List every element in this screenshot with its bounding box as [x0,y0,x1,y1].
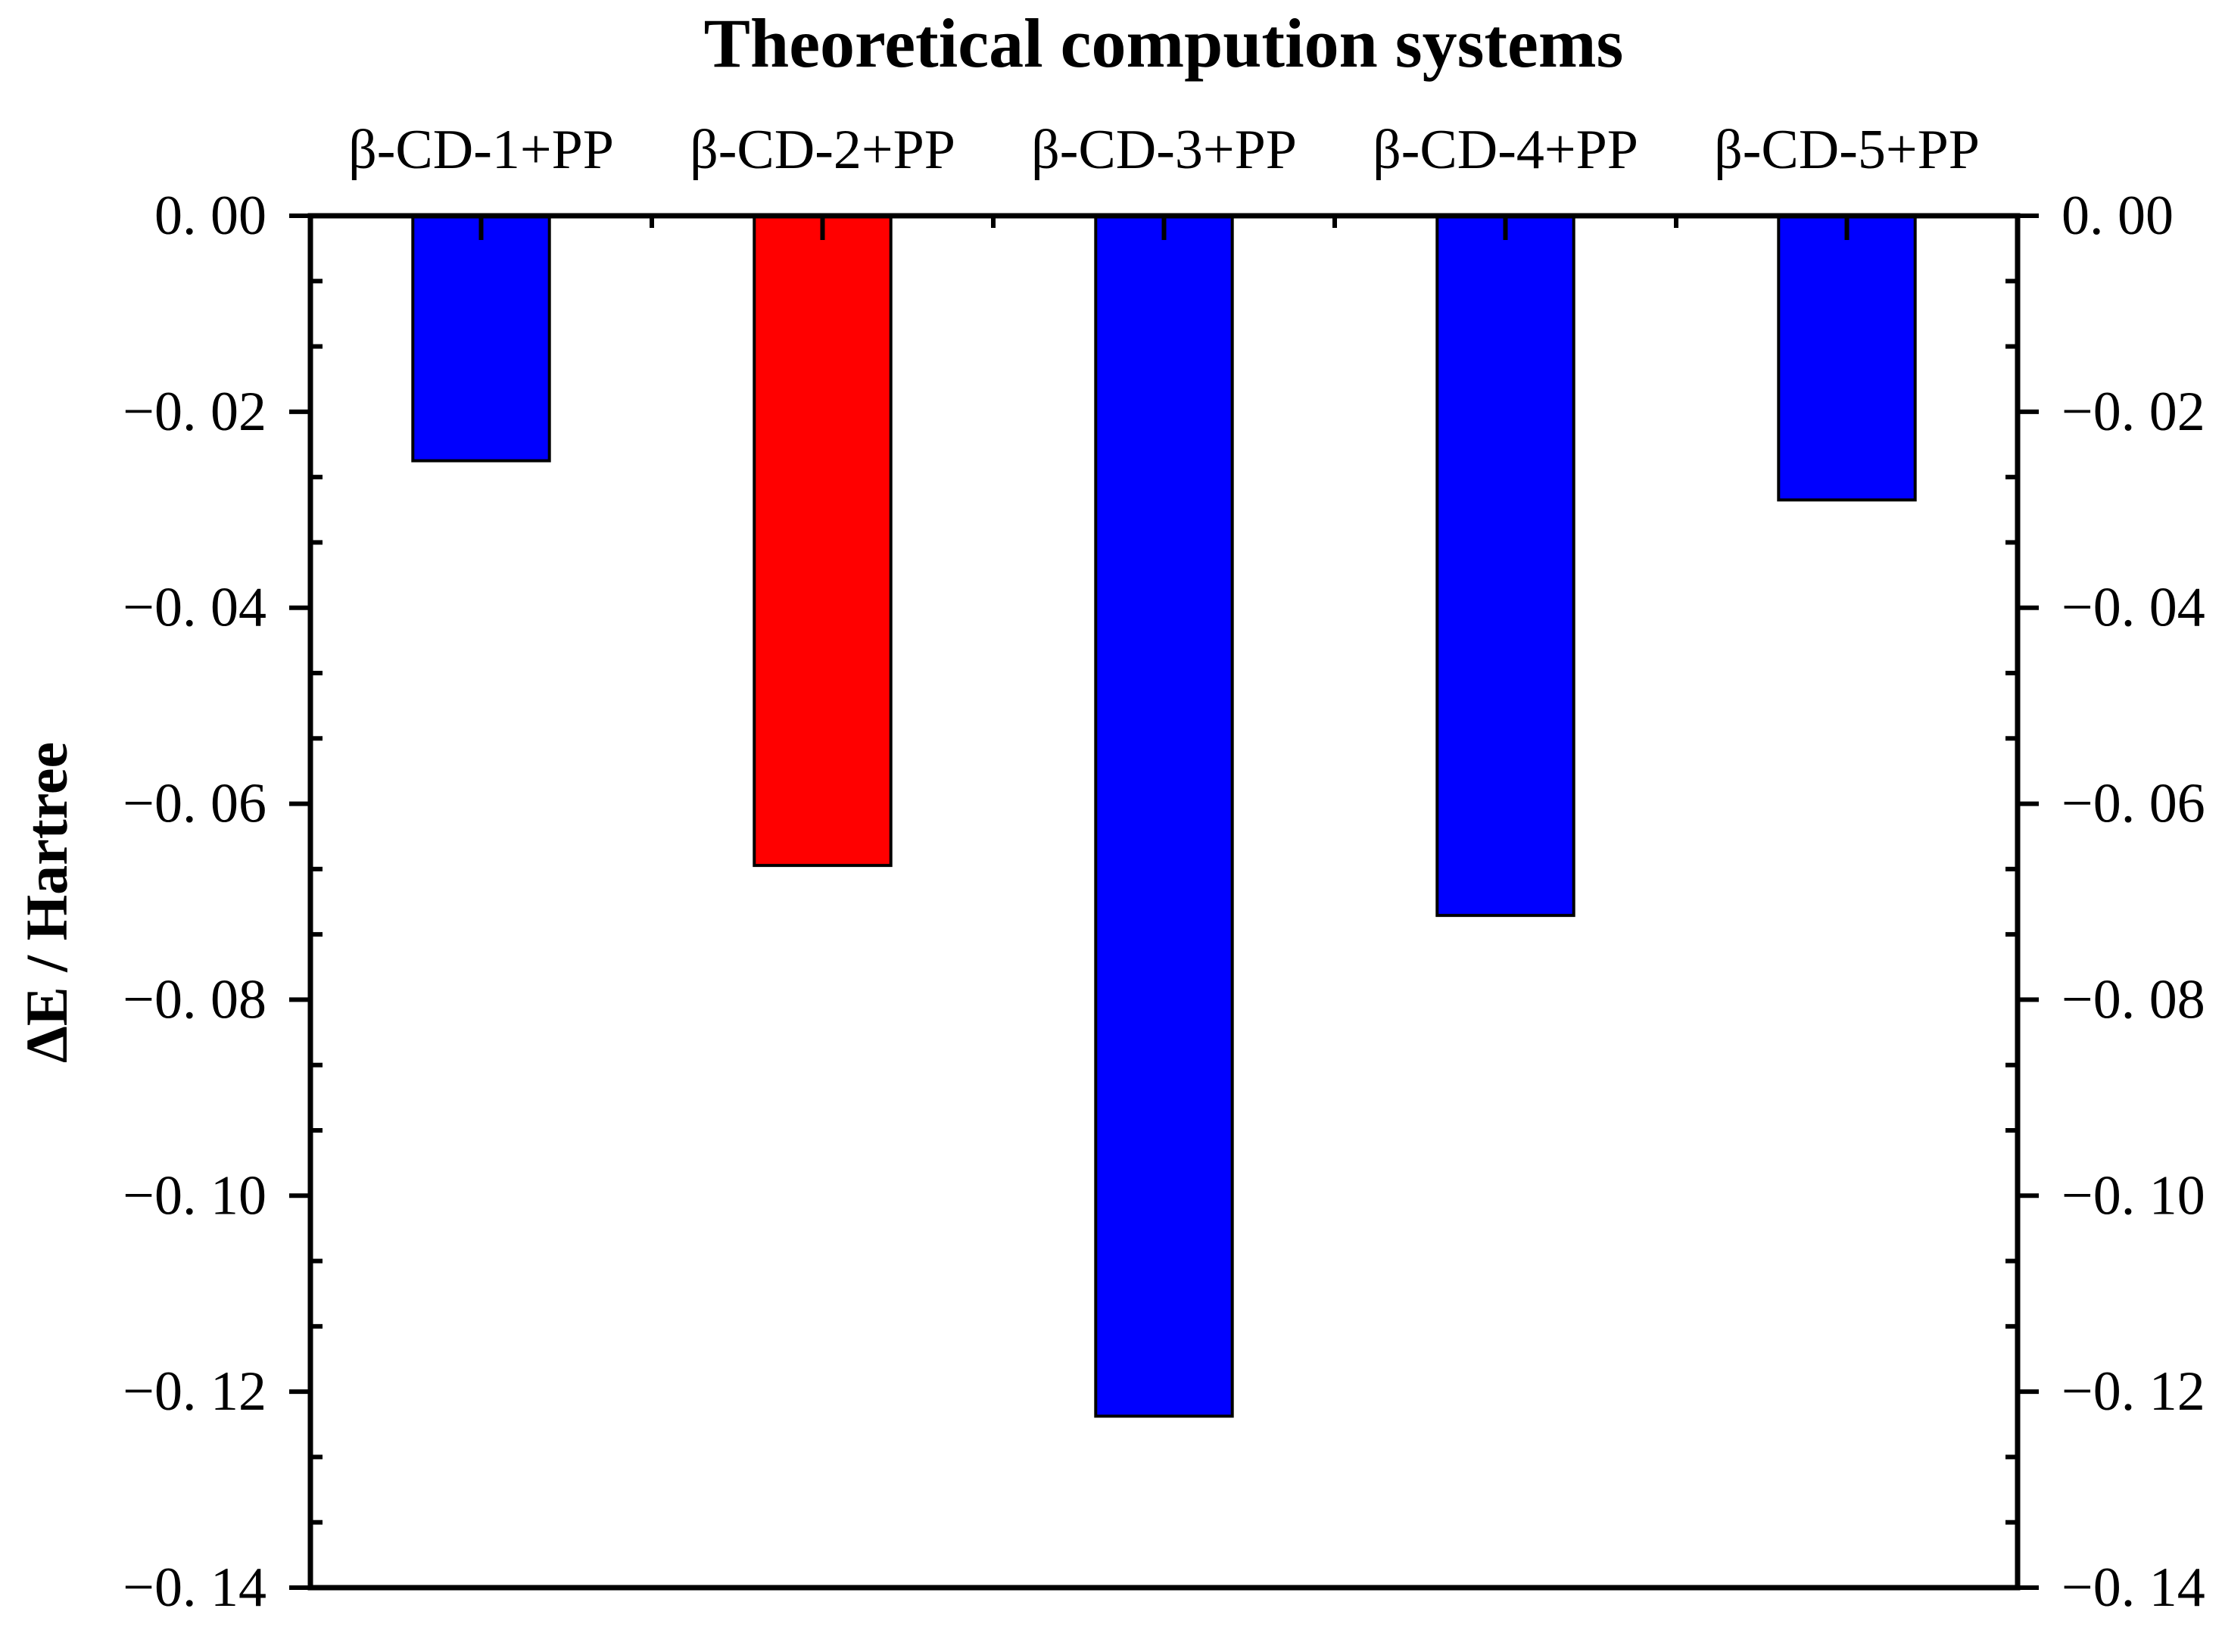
y-tick-label-left: −0. 12 [123,1361,266,1423]
bar-1 [411,214,551,463]
y-tick-label-right: 0. 00 [2062,185,2174,247]
x-tick-label-4: β-CD-4+PP [1373,119,1638,181]
y-tick-label-left: −0. 14 [123,1557,266,1619]
bar-4 [1435,214,1575,918]
y-tick-label-right: −0. 06 [2062,773,2205,835]
y-axis-label: ΔE / Hartree [14,742,79,1063]
y-tick-label-left: 0. 00 [154,185,266,247]
category-labels-group: β-CD-1+PP β-CD-2+PP β-CD-3+PP β-CD-4+PP β-CD… [348,119,1980,181]
y-tick-label-left: −0. 04 [123,577,266,639]
y-tick-label-left: −0. 08 [123,968,266,1030]
bar-5 [1777,214,1917,502]
y-tick-label-right: −0. 10 [2062,1164,2205,1227]
y-tick-label-right: −0. 04 [2062,577,2205,639]
bars-group [411,214,1917,1418]
y-tick-label-right: −0. 14 [2062,1557,2205,1619]
bar-2 [753,214,893,868]
x-tick-label-1: β-CD-1+PP [348,119,614,181]
chart-title: Theoretical compution systems [704,5,1624,82]
y-tick-label-left: −0. 10 [123,1164,266,1227]
y-tick-label-right: −0. 08 [2062,968,2205,1030]
y-tick-label-right: −0. 02 [2062,381,2205,443]
y-tick-label-left: −0. 02 [123,381,266,443]
bar-3 [1094,214,1234,1418]
y-tick-label-left: −0. 06 [123,773,266,835]
y-tick-labels-left: 0. 00 −0. 02 −0. 04 −0. 06 −0. 08 −0. 10 −0. 1… [123,185,266,1619]
y-tick-label-right: −0. 12 [2062,1361,2205,1423]
y-tick-labels-right: 0. 00 −0. 02 −0. 04 −0. 06 −0. 08 −0. 10 −0. 1… [2062,185,2205,1619]
x-tick-label-5: β-CD-5+PP [1714,119,1980,181]
x-tick-label-3: β-CD-3+PP [1031,119,1297,181]
x-tick-label-2: β-CD-2+PP [690,119,955,181]
plot-frame [307,213,2021,1591]
